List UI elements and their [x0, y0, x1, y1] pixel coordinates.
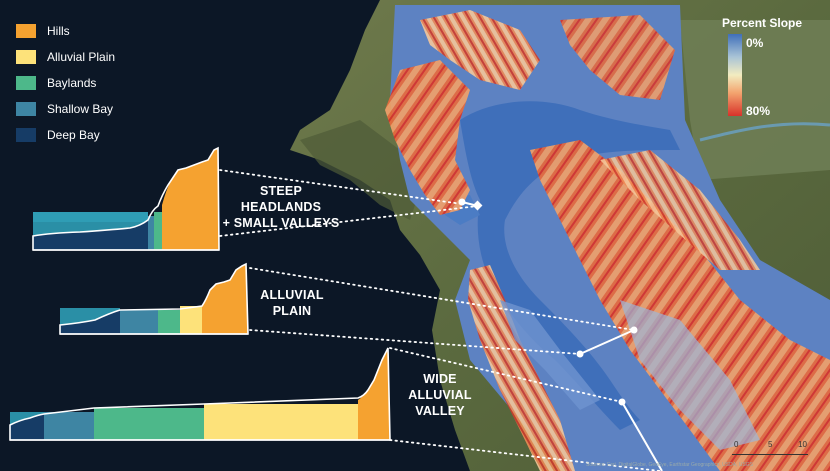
legend-item-hills: Hills	[16, 18, 115, 44]
callout-line: WIDE	[423, 372, 457, 386]
legend-label: Deep Bay	[47, 128, 100, 142]
callout-line: PLAIN	[272, 304, 312, 318]
slope-color-ramp	[728, 34, 742, 116]
scale-line	[732, 454, 808, 455]
hills-swatch	[16, 24, 36, 38]
legend-label: Alluvial Plain	[47, 50, 116, 64]
marin-hills	[385, 60, 470, 215]
profile-headlands	[32, 146, 220, 251]
callout-line: ALLUVIAL	[260, 288, 324, 302]
deep-bay-swatch	[16, 128, 36, 142]
peninsula-hills	[468, 265, 575, 471]
map-credit: Sources: Esri, DigitalGlobe, GeoEye, Ear…	[586, 462, 754, 468]
callout-line: STEEP HEADLANDS	[240, 184, 322, 214]
baylands-swatch	[16, 76, 36, 90]
slope-legend-title: Percent Slope	[722, 16, 803, 30]
slope-max-label: 80%	[746, 104, 771, 118]
legend: Hills Alluvial Plain Baylands Shallow Ba…	[16, 18, 115, 148]
slope-min-label: 0%	[746, 36, 764, 50]
legend-label: Baylands	[47, 76, 97, 90]
callout-alluvial-plain: ALLUVIAL PLAIN	[256, 287, 328, 319]
callout-line: ALLUVIAL	[408, 388, 472, 402]
leader-lines	[219, 169, 661, 471]
legend-item-deep-bay: Deep Bay	[16, 122, 115, 148]
east-bay-hills	[530, 140, 830, 471]
san-francisco-bay	[460, 101, 680, 431]
scale-label: 5	[768, 440, 773, 449]
callout-line: VALLEY	[415, 404, 465, 418]
scale-label: 10	[798, 440, 807, 449]
callout-wide-valley: WIDE ALLUVIAL VALLEY	[404, 371, 476, 419]
callout-headlands: STEEP HEADLANDS + SMALL VALLEYS	[222, 183, 340, 231]
alluvial-plain-swatch	[16, 50, 36, 64]
profile-alluvial	[59, 262, 249, 335]
callout-line: + SMALL VALLEYS	[222, 216, 340, 230]
transect-markers	[458, 198, 663, 471]
legend-item-baylands: Baylands	[16, 70, 115, 96]
legend-label: Shallow Bay	[47, 102, 114, 116]
scale-label: 0	[734, 440, 739, 449]
scale-bar: 0 5 10	[728, 440, 812, 462]
legend-item-alluvial-plain: Alluvial Plain	[16, 44, 115, 70]
legend-label: Hills	[47, 24, 70, 38]
legend-item-shallow-bay: Shallow Bay	[16, 96, 115, 122]
slope-legend: Percent Slope 0% 80%	[722, 16, 824, 118]
shallow-bay-swatch	[16, 102, 36, 116]
profile-valley	[9, 347, 391, 441]
